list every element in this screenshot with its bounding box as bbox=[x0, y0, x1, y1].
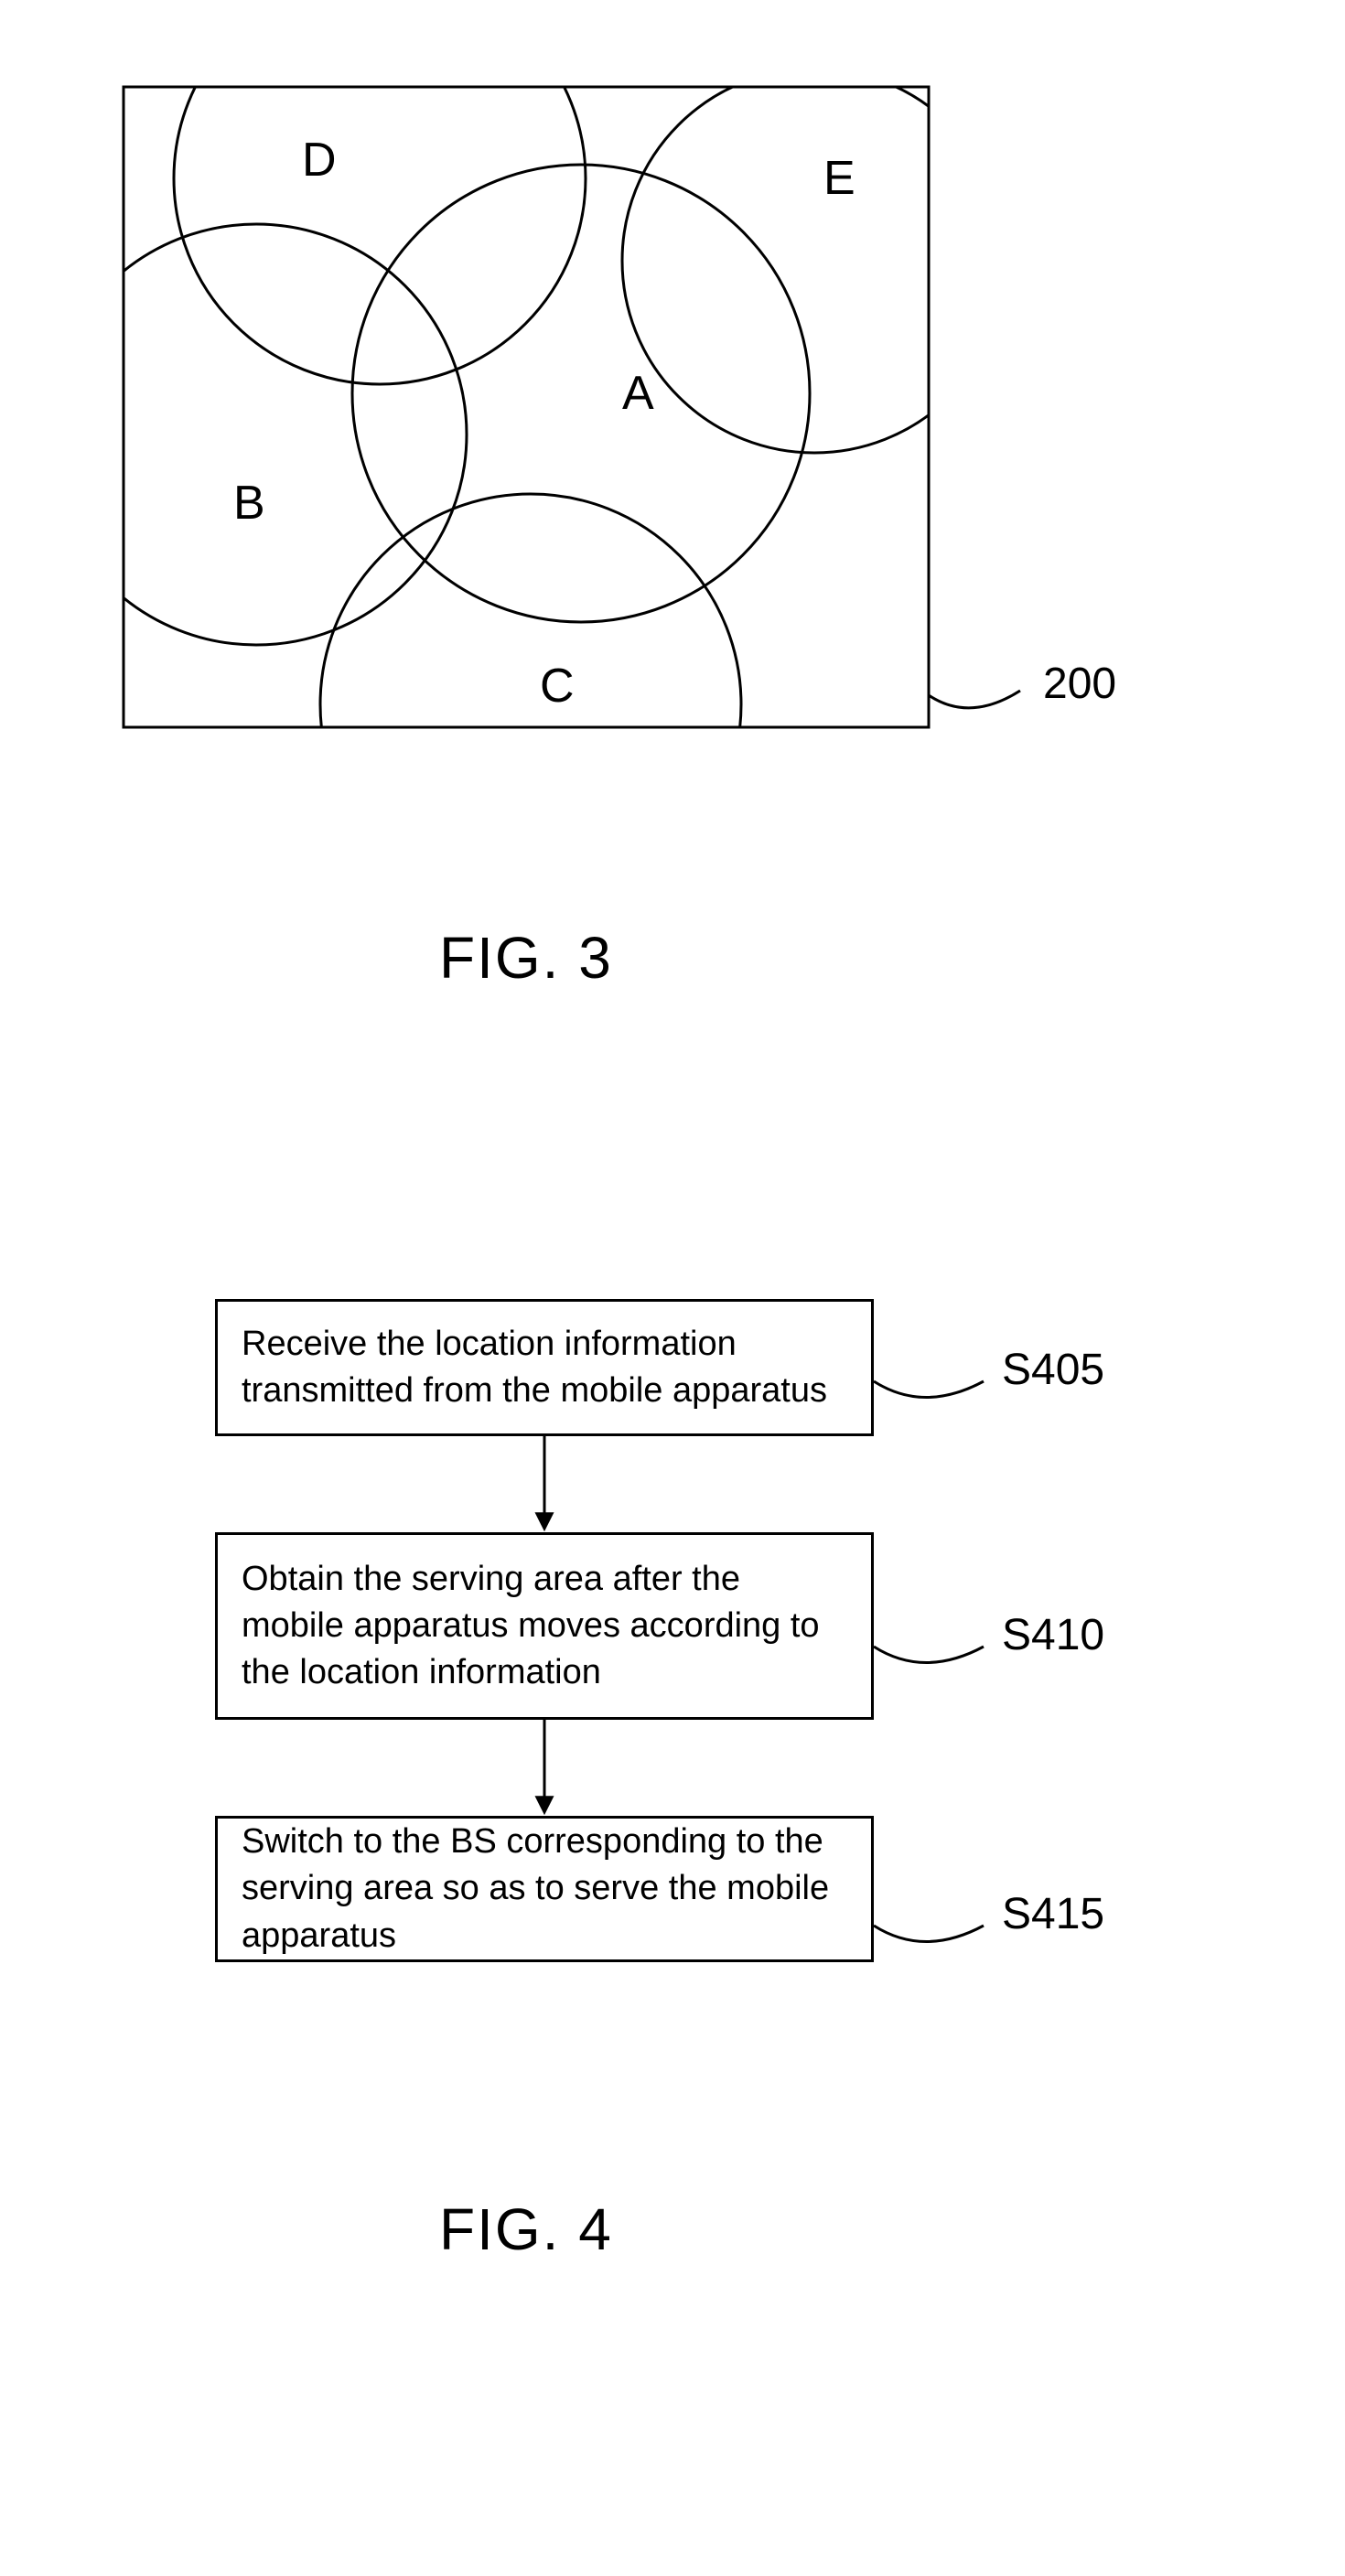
flow-step-s405: Receive the location information transmi… bbox=[215, 1299, 874, 1436]
cell-label-b: B bbox=[233, 476, 265, 531]
cell-label-e: E bbox=[823, 151, 855, 206]
step-label-s410: S410 bbox=[1002, 1610, 1104, 1660]
step-label-s415: S415 bbox=[1002, 1889, 1104, 1939]
diagram-svg bbox=[0, 0, 1345, 2576]
cell-label-d: D bbox=[302, 133, 337, 188]
step-label-s405: S405 bbox=[1002, 1345, 1104, 1395]
flow-step-s410-text: Obtain the serving area after the mobile… bbox=[242, 1556, 847, 1697]
flow-step-s415: Switch to the BS corresponding to the se… bbox=[215, 1816, 874, 1962]
figure4-caption: FIG. 4 bbox=[439, 2195, 613, 2263]
figure3-caption: FIG. 3 bbox=[439, 924, 613, 992]
figure3-callout-label: 200 bbox=[1043, 659, 1116, 709]
flow-step-s405-text: Receive the location information transmi… bbox=[242, 1321, 847, 1415]
flow-step-s415-text: Switch to the BS corresponding to the se… bbox=[242, 1819, 847, 1959]
cell-label-a: A bbox=[622, 366, 654, 421]
cell-label-c: C bbox=[540, 659, 575, 714]
flow-step-s410: Obtain the serving area after the mobile… bbox=[215, 1532, 874, 1720]
